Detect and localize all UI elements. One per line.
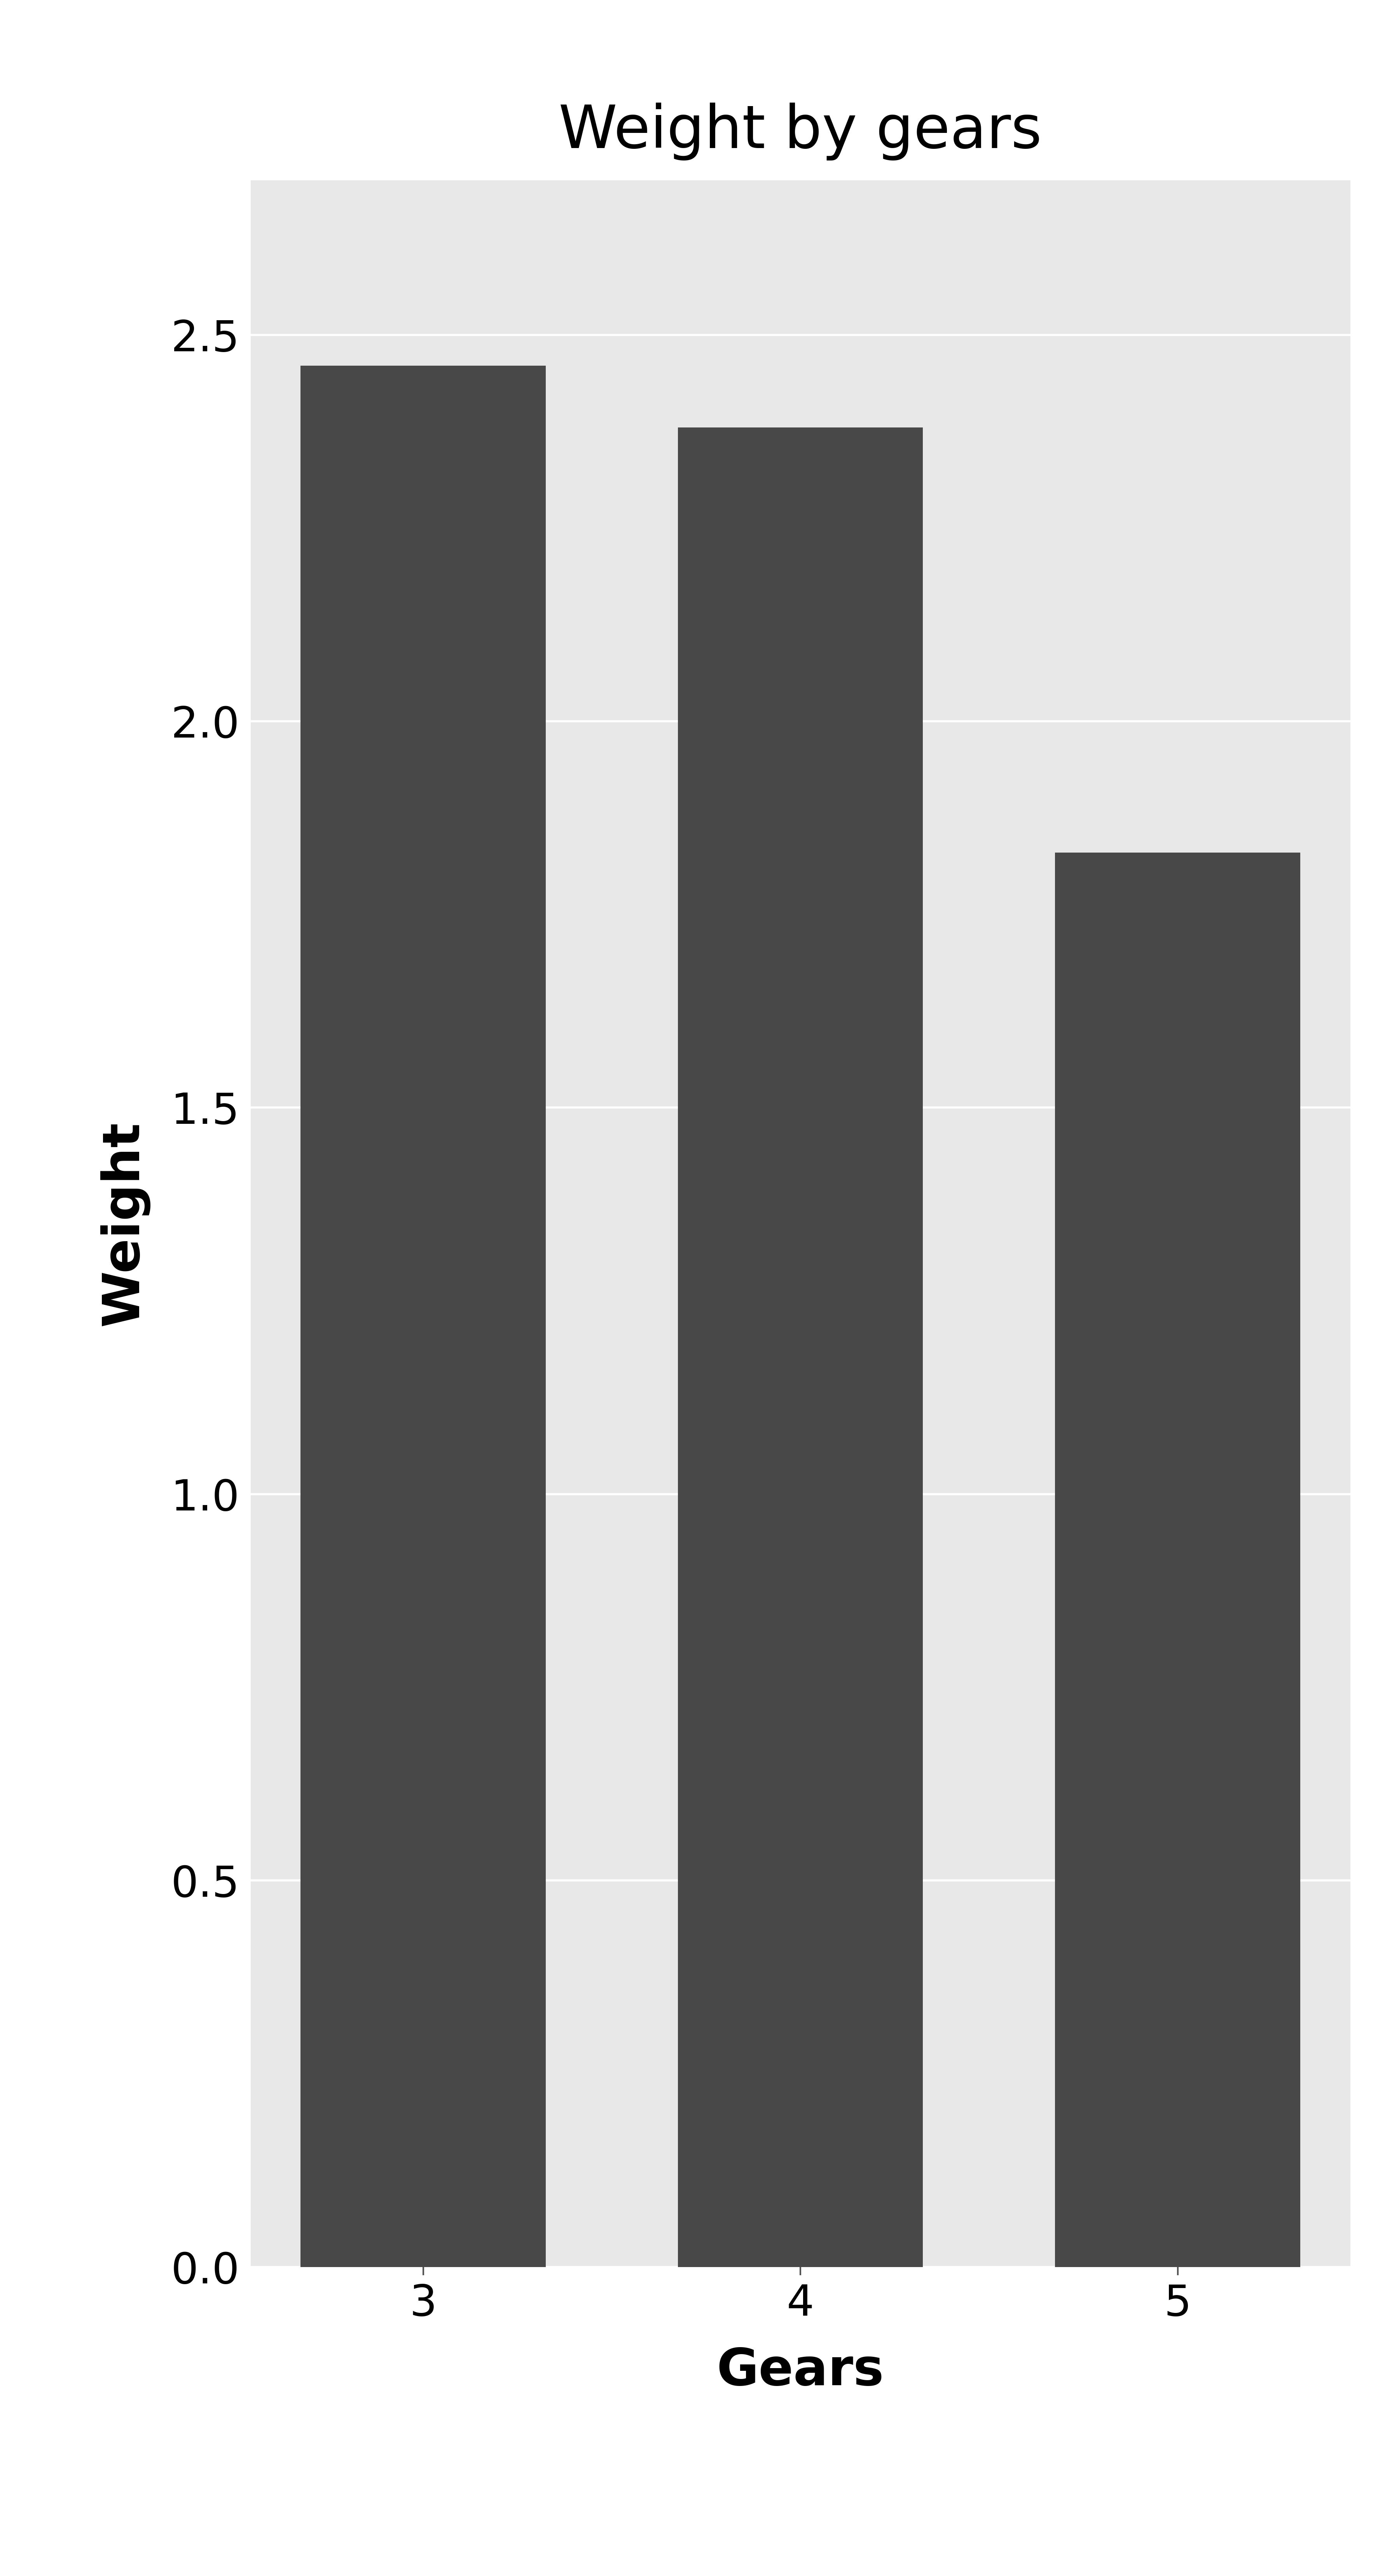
Title: Weight by gears: Weight by gears <box>558 103 1043 160</box>
Bar <box>678 428 923 2267</box>
Bar <box>301 366 546 2267</box>
Y-axis label: Weight: Weight <box>99 1121 149 1327</box>
Bar <box>1055 853 1300 2267</box>
X-axis label: Gears: Gears <box>717 2347 884 2396</box>
